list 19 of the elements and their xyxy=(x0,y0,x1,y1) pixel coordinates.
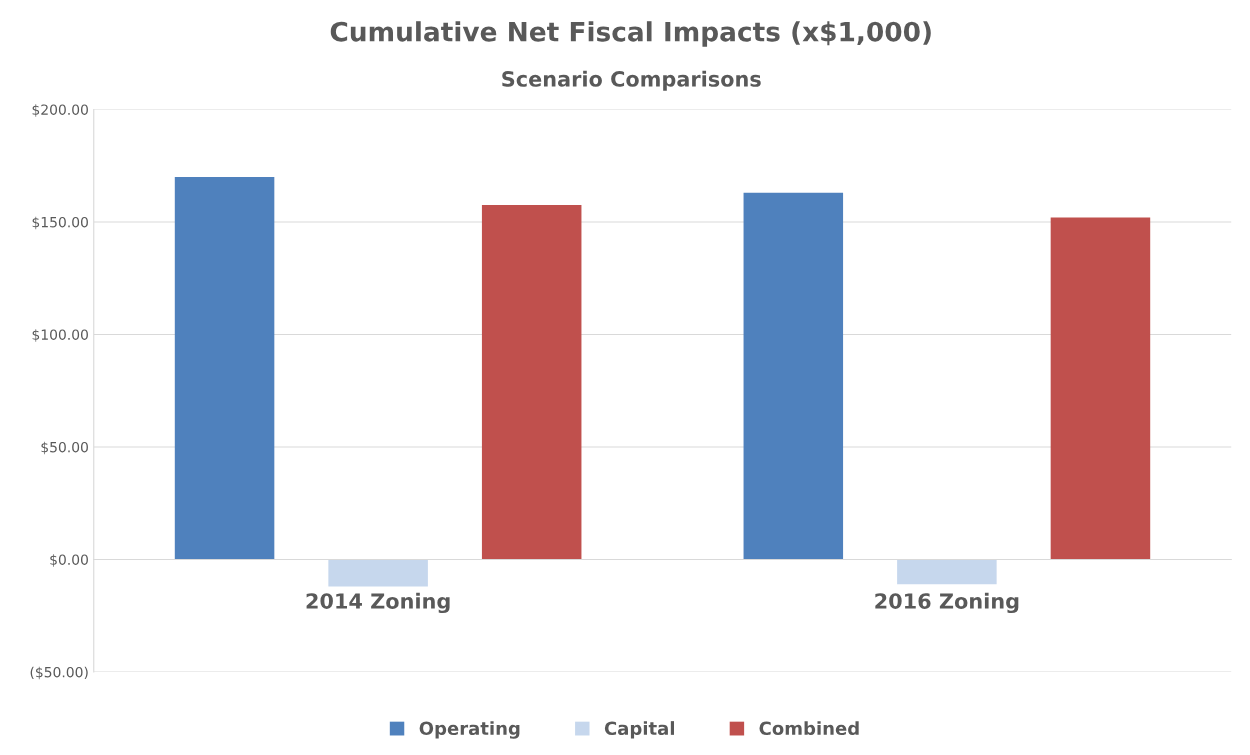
bar xyxy=(743,192,844,560)
chart-subtitle: Scenario Comparisons xyxy=(502,70,761,91)
y-tick-label: $0.00 xyxy=(50,554,88,567)
y-tick-label: ($50.00) xyxy=(30,666,88,680)
bar xyxy=(897,559,997,585)
x-tick-label: 2016 Zoning xyxy=(875,592,1019,614)
bar xyxy=(1050,217,1151,560)
y-tick-label: $150.00 xyxy=(32,216,88,230)
legend-label: Operating xyxy=(419,721,520,739)
bar xyxy=(481,205,582,560)
y-tick-label: $100.00 xyxy=(32,329,88,342)
chart-title: Cumulative Net Fiscal Impacts (x$1,000) xyxy=(330,21,931,47)
legend-label: Combined xyxy=(759,721,859,736)
y-tick-label: $50.00 xyxy=(41,441,88,455)
x-tick-label: 2014 Zoning xyxy=(306,592,450,614)
bar xyxy=(328,559,428,587)
y-tick-label: $200.00 xyxy=(32,104,88,117)
bar xyxy=(174,176,275,560)
legend-label: Capital xyxy=(604,721,674,739)
